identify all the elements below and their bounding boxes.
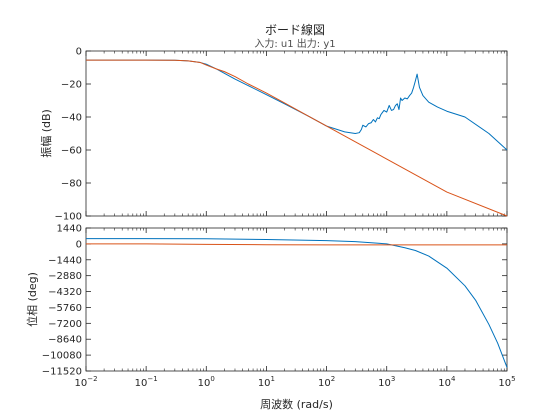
magnitude-plot-frame — [85, 50, 508, 217]
y-tick-label: −60 — [61, 146, 82, 157]
phase-ylabel: 位相 (deg) — [25, 272, 39, 327]
y-tick-label: −20 — [61, 80, 82, 91]
magnitude-axes: 0 −20 −40 −60 −80 −100 振幅 (dB) — [39, 47, 508, 223]
x-tick-label: 103 — [378, 375, 395, 389]
x-tick-label: 105 — [498, 375, 515, 389]
series-line-1 — [86, 59, 508, 151]
y-tick-label: −7200 — [48, 319, 82, 330]
y-tick-label: −11520 — [42, 367, 82, 378]
x-tick-label: 10−2 — [74, 375, 97, 389]
x-tick-label: 102 — [318, 375, 335, 389]
y-tick-label: −80 — [61, 179, 82, 190]
y-tick-label: −4320 — [48, 287, 82, 298]
x-tick-label: 104 — [438, 375, 456, 389]
y-tick-label: −100 — [55, 212, 82, 223]
x-tick-label: 10−1 — [135, 375, 158, 389]
y-tick-label: −8640 — [48, 335, 82, 346]
y-tick-label: −5760 — [48, 303, 82, 314]
phase-axes: 10−2 10−1 100 101 102 103 104 105 1440 0 −1440 −28… — [25, 224, 516, 412]
chart-title: ボード線図 — [265, 22, 325, 37]
y-tick-label: 0 — [76, 239, 82, 250]
y-tick-label: −10080 — [42, 351, 82, 362]
magnitude-series — [86, 59, 508, 217]
y-tick-label: 1440 — [57, 224, 82, 235]
series-line-2 — [86, 243, 507, 246]
magnitude-ylabel: 振幅 (dB) — [39, 109, 53, 158]
y-tick-label: 0 — [76, 47, 82, 58]
x-tick-label: 100 — [198, 375, 215, 389]
series-line-1 — [86, 238, 508, 368]
x-tick-label: 101 — [258, 375, 275, 389]
phase-plot-frame — [85, 227, 508, 372]
y-tick-label: −40 — [61, 113, 82, 124]
series-line-2 — [86, 59, 508, 217]
y-tick-label: −2880 — [48, 271, 82, 282]
phase-x-ticks: 10−2 10−1 100 101 102 103 104 105 — [74, 228, 516, 389]
phase-series — [86, 238, 508, 368]
chart-subtitle: 入力: u1 出力: y1 — [254, 37, 335, 50]
phase-xlabel: 周波数 (rad/s) — [260, 398, 333, 411]
y-tick-label: −1440 — [48, 255, 82, 266]
magnitude-x-ticks — [85, 51, 508, 216]
